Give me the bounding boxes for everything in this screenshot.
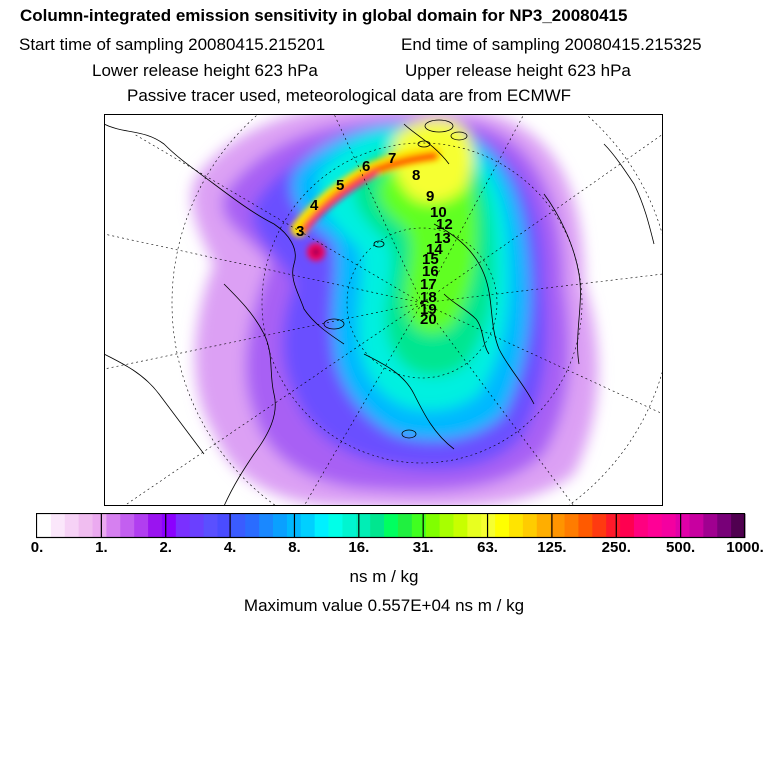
colorbar-cell	[231, 514, 246, 538]
colorbar-tick-label: 500.	[666, 539, 696, 556]
colorbar-cell	[606, 514, 621, 538]
colorbar-cell	[592, 514, 607, 538]
colorbar-cell	[689, 514, 704, 538]
colorbar-cell	[189, 514, 204, 538]
colorbar-tick-label: 4.	[223, 539, 237, 556]
colorbar-tick-label: 31.	[412, 539, 434, 556]
colorbar-cell	[647, 514, 663, 538]
colorbar-cell	[300, 514, 316, 538]
colorbar-cell	[356, 514, 371, 538]
colorbar-cell	[411, 514, 427, 538]
maximum-value-label: Maximum value 0.557E+04 ns m / kg	[243, 596, 525, 615]
trajectory-label: 7	[388, 150, 396, 167]
colorbar-cell	[203, 514, 218, 538]
sensitivity-field	[191, 114, 598, 506]
colorbar-cell	[675, 514, 690, 538]
upper-height-label: Upper release height 623 hPa	[405, 61, 631, 80]
colorbar-cell	[467, 514, 482, 538]
graticule	[104, 114, 663, 506]
colorbar-cell	[661, 514, 676, 538]
colorbar-cell	[509, 514, 524, 538]
colorbar-cell	[50, 514, 66, 538]
trajectory-label: 6	[362, 158, 370, 175]
island-outlines	[323, 119, 468, 439]
colorbar-cell	[37, 514, 52, 538]
colorbar-cell	[731, 514, 746, 538]
end-time-label: End time of sampling 20080415.215325	[401, 35, 702, 54]
colorbar-cell	[273, 514, 288, 538]
colorbar-cell	[703, 514, 718, 538]
map-frame	[104, 114, 663, 506]
colorbar-cell	[161, 514, 177, 538]
colorbar-cell	[64, 514, 80, 538]
colorbar-cell	[148, 514, 163, 538]
colorbar-cell	[384, 514, 399, 538]
plot-title: Column-integrated emission sensitivity i…	[20, 6, 628, 25]
colorbar-tick-label: 125.	[537, 539, 567, 556]
colorbar-tick-label: 1000.	[726, 539, 764, 556]
colorbar-cell	[314, 514, 329, 538]
trajectory-label: 12	[436, 216, 453, 233]
colorbar-tick-label: 0.	[30, 539, 44, 556]
colorbar-tick-label: 8.	[288, 539, 301, 556]
colorbar-cell	[717, 514, 732, 538]
trajectory-label: 13	[434, 230, 451, 247]
release-plume	[291, 146, 442, 261]
colorbar-cell	[92, 514, 107, 538]
colorbar-cell	[328, 514, 343, 538]
colorbar-cell	[453, 514, 468, 538]
trajectory-label: 4	[310, 197, 319, 214]
trajectory-label: 14	[426, 241, 443, 258]
colorbar-cell	[564, 514, 579, 538]
coastlines	[104, 123, 655, 506]
tracer-info-label: Passive tracer used, meteorological data…	[127, 86, 572, 105]
trajectory-label: 18	[420, 289, 437, 306]
trajectory-label: 20	[420, 311, 437, 328]
colorbar-cell	[495, 514, 510, 538]
colorbar	[36, 513, 746, 539]
colorbar-cell	[481, 514, 496, 538]
colorbar-cell	[522, 514, 538, 538]
trajectory-label: 15	[422, 251, 439, 268]
colorbar-cell	[134, 514, 149, 538]
colorbar-cell	[425, 514, 440, 538]
colorbar-cell	[259, 514, 274, 538]
trajectory-label: 10	[430, 204, 447, 221]
colorbar-cell	[245, 514, 260, 538]
trajectory-label: 19	[420, 301, 437, 318]
trajectory-label: 3	[296, 223, 304, 240]
start-time-label: Start time of sampling 20080415.215201	[19, 35, 326, 54]
colorbar-cell	[120, 514, 135, 538]
colorbar-cell	[217, 514, 232, 538]
colorbar-cell	[397, 514, 413, 538]
colorbar-tick-label: 63.	[477, 539, 498, 556]
colorbar-cell	[370, 514, 385, 538]
trajectory-label: 16	[422, 263, 439, 280]
colorbar-tick-label: 16.	[348, 539, 370, 556]
trajectory-label: 8	[412, 167, 420, 184]
colorbar-cell	[439, 514, 454, 538]
colorbar-cell	[536, 514, 552, 538]
units-label: ns m / kg	[349, 567, 419, 586]
colorbar-cell	[550, 514, 565, 538]
trajectory-label: 5	[336, 177, 344, 194]
colorbar-cell	[578, 514, 593, 538]
colorbar-tick-label: 250.	[601, 539, 631, 556]
colorbar-cell	[78, 514, 93, 538]
colorbar-tick-label: 2.	[159, 539, 172, 556]
trajectory-label: 9	[426, 188, 434, 205]
trajectory-label: 17	[420, 276, 437, 293]
lower-height-label: Lower release height 623 hPa	[92, 61, 318, 80]
colorbar-cell	[620, 514, 635, 538]
colorbar-cell	[175, 514, 191, 538]
colorbar-cell	[633, 514, 649, 538]
colorbar-cell	[342, 514, 357, 538]
colorbar-tick-label: 1.	[95, 539, 108, 556]
colorbar-cell	[106, 514, 121, 538]
